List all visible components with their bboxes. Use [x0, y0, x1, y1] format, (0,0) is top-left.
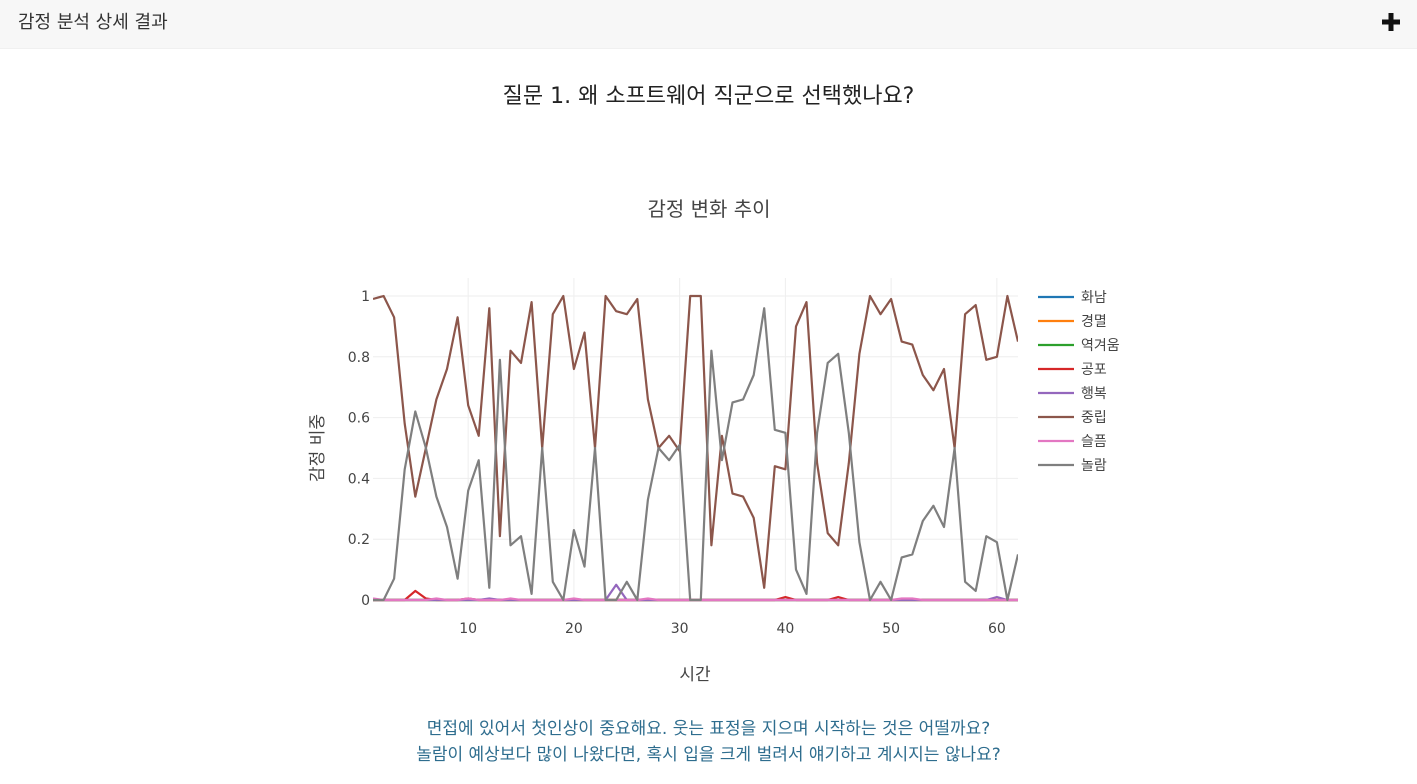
plus-icon[interactable] — [1379, 10, 1403, 34]
legend-label: 화남 — [1081, 290, 1107, 306]
x-tick-label: 40 — [776, 621, 794, 637]
advice-text: 면접에 있어서 첫인상이 중요해요. 웃는 표정을 지으며 시작하는 것은 어떨… — [0, 716, 1417, 768]
emotion-line-chart: 감정 변화 추이 10 20 30 40 50 60 0 0.2 0.4 0.6 0.8 1 시간 감정 비… — [308, 197, 1120, 685]
x-tick-label: 20 — [565, 621, 583, 637]
series-line-중립 — [373, 294, 1018, 589]
y-tick-label: 0.8 — [348, 350, 370, 366]
legend-label: 행복 — [1081, 386, 1107, 402]
legend-label: 역겨움 — [1081, 338, 1120, 354]
y-axis-title: 감정 비중 — [308, 414, 328, 482]
y-tick-label: 0.6 — [348, 411, 370, 427]
x-tick-label: 60 — [988, 621, 1006, 637]
collapsible-header[interactable]: 감정 분석 상세 결과 — [0, 0, 1417, 49]
chart-title: 감정 변화 추이 — [647, 197, 770, 221]
legend-label: 놀람 — [1081, 458, 1107, 474]
legend-label: 경멸 — [1081, 314, 1107, 330]
advice-line-1: 면접에 있어서 첫인상이 중요해요. 웃는 표정을 지으며 시작하는 것은 어떨… — [426, 719, 991, 739]
y-tick-label: 0.4 — [348, 471, 370, 487]
y-tick-label: 0 — [361, 593, 370, 609]
header-title: 감정 분석 상세 결과 — [18, 12, 168, 33]
question-title: 질문 1. 왜 소프트웨어 직군으로 선택했나요? — [502, 84, 915, 109]
legend-label: 슬픔 — [1081, 434, 1107, 450]
y-tick-label: 0.2 — [348, 532, 370, 548]
x-tick-label: 30 — [671, 621, 689, 637]
y-tick-label: 1 — [361, 289, 370, 305]
series-line-놀람 — [373, 307, 1018, 602]
legend-label: 중립 — [1081, 410, 1107, 426]
legend-label: 공포 — [1081, 362, 1107, 378]
x-axis-title: 시간 — [679, 665, 711, 685]
advice-line-2: 놀람이 예상보다 많이 나왔다면, 혹시 입을 크게 벌려서 얘기하고 계시지는… — [416, 745, 1001, 765]
x-tick-label: 10 — [459, 621, 477, 637]
x-tick-label: 50 — [882, 621, 900, 637]
